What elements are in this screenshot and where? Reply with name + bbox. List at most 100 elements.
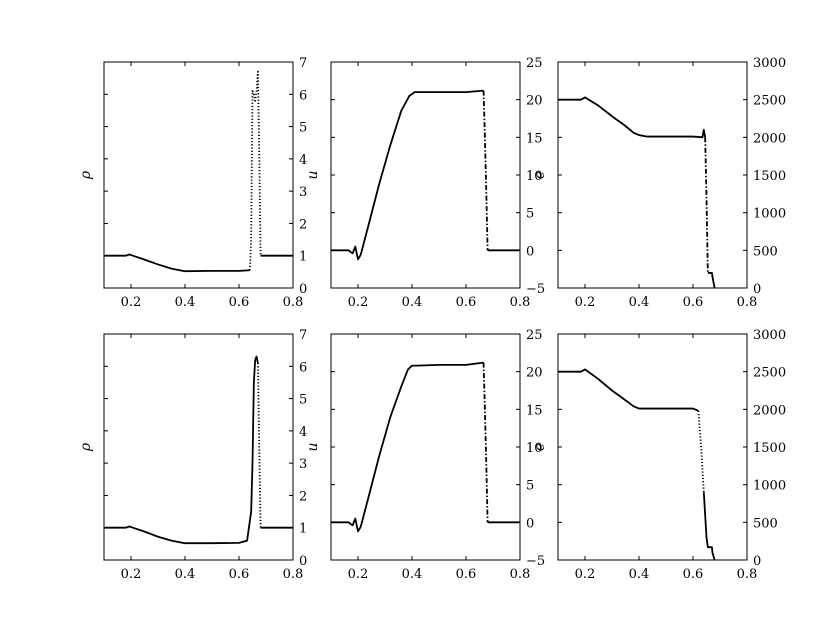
chart-panel-6: 0.2 0.4 0.6 0.80 500 1000 1500 2000 2500 3000 e	[532, 328, 786, 582]
y-axis-label: u	[305, 442, 321, 451]
y-tick-label: 0	[526, 244, 534, 259]
y-tick-label: 6	[299, 360, 307, 375]
x-tick-label: 0.6	[229, 567, 250, 582]
y-tick-label: 4	[299, 153, 307, 168]
series-line-3	[702, 492, 716, 560]
y-tick-label: 0	[753, 282, 761, 297]
y-tick-label: 10	[526, 169, 543, 184]
y-tick-label: 20	[526, 366, 543, 381]
x-tick-label: 0.4	[402, 295, 423, 310]
y-tick-label: 15	[526, 131, 543, 146]
y-tick-label: 7	[299, 328, 307, 343]
x-tick-label: 0.6	[683, 567, 704, 582]
plot-frame	[103, 61, 294, 289]
y-tick-label: 0	[753, 554, 761, 569]
y-tick-label: 6	[299, 88, 307, 103]
y-tick-label: 0	[526, 516, 534, 531]
y-tick-label: 5	[526, 479, 534, 494]
chart-panel-1: 0.2 0.4 0.6 0.80 1 2 3 4 5 6 7 ρ	[78, 56, 307, 310]
x-tick-label: 0.6	[456, 295, 477, 310]
x-tick-label: 0.8	[283, 295, 304, 310]
series-line-2	[704, 137, 709, 273]
y-axis-label: e	[532, 443, 548, 451]
y-tick-label: 5	[526, 207, 534, 222]
y-tick-label: 25	[526, 328, 543, 343]
y-tick-label: 1	[299, 522, 307, 537]
chart-panel-5: 0.2 0.4 0.6 0.8−5 0 5 10 15 20 25 u	[305, 328, 545, 582]
y-axis-label: ρ	[78, 170, 94, 180]
x-tick-label: 0.4	[175, 567, 196, 582]
chart-panel-4: 0.2 0.4 0.6 0.80 1 2 3 4 5 6 7 ρ	[78, 328, 307, 582]
series-line-1	[104, 253, 250, 273]
plot-frame	[557, 61, 748, 289]
series-line-2	[248, 70, 262, 271]
y-tick-label: 2500	[753, 366, 786, 381]
plot-frame	[557, 333, 748, 561]
y-tick-label: 3	[299, 457, 307, 472]
y-tick-label: 2	[299, 217, 307, 232]
x-tick-label: 0.8	[283, 567, 304, 582]
series-line-1	[331, 89, 484, 261]
y-axis-label: ρ	[78, 442, 94, 452]
y-tick-label: 1500	[753, 169, 786, 184]
x-tick-label: 0.8	[510, 567, 531, 582]
y-tick-label: 20	[526, 94, 543, 109]
x-tick-label: 0.4	[629, 295, 650, 310]
series-line-2	[482, 362, 489, 523]
y-tick-label: 2500	[753, 94, 786, 109]
y-tick-label: 25	[526, 56, 543, 71]
series-line-2	[257, 363, 262, 528]
chart-panel-3: 0.2 0.4 0.6 0.80 500 1000 1500 2000 2500 3000 e	[532, 56, 786, 310]
x-tick-label: 0.2	[121, 567, 142, 582]
y-tick-label: 2	[299, 489, 307, 504]
chart-panel-2: 0.2 0.4 0.6 0.8−5 0 5 10 15 20 25 u	[305, 56, 545, 310]
x-tick-label: 0.6	[456, 567, 477, 582]
series-line-2	[697, 410, 705, 493]
x-tick-label: 0.8	[737, 295, 758, 310]
y-tick-label: 2000	[753, 131, 786, 146]
x-tick-label: 0.4	[402, 567, 423, 582]
plot-frame	[103, 333, 294, 561]
x-tick-label: 0.8	[510, 295, 531, 310]
series-line-1	[558, 96, 707, 139]
series-line-1	[331, 361, 484, 533]
plot-frame	[330, 61, 521, 289]
y-tick-label: 3000	[753, 56, 786, 71]
series-line-2	[482, 90, 489, 251]
y-tick-label: 1000	[753, 207, 786, 222]
x-tick-label: 0.2	[575, 567, 596, 582]
x-tick-label: 0.2	[121, 295, 142, 310]
y-tick-label: 1000	[753, 479, 786, 494]
x-tick-label: 0.4	[175, 295, 196, 310]
x-tick-label: 0.6	[683, 295, 704, 310]
y-tick-label: 0	[299, 282, 307, 297]
x-tick-label: 0.8	[737, 567, 758, 582]
y-axis-label: e	[532, 171, 548, 179]
y-tick-label: 10	[526, 441, 543, 456]
y-tick-label: 500	[753, 516, 778, 531]
y-tick-label: 4	[299, 425, 307, 440]
y-axis-label: u	[305, 170, 321, 179]
y-tick-label: 7	[299, 56, 307, 71]
y-tick-label: −5	[526, 554, 545, 569]
y-tick-label: 5	[299, 393, 307, 408]
x-tick-label: 0.4	[629, 567, 650, 582]
x-tick-label: 0.6	[229, 295, 250, 310]
series-line-3	[707, 272, 716, 288]
x-tick-label: 0.2	[348, 567, 369, 582]
y-tick-label: 2000	[753, 403, 786, 418]
y-tick-label: 15	[526, 403, 543, 418]
y-tick-label: 3000	[753, 328, 786, 343]
x-tick-label: 0.2	[575, 295, 596, 310]
y-tick-label: 3	[299, 185, 307, 200]
y-tick-label: 1500	[753, 441, 786, 456]
y-tick-label: 500	[753, 244, 778, 259]
y-tick-label: 0	[299, 554, 307, 569]
x-tick-label: 0.2	[348, 295, 369, 310]
series-line-1	[104, 355, 259, 545]
y-tick-label: 5	[299, 121, 307, 136]
y-tick-label: −5	[526, 282, 545, 297]
y-tick-label: 1	[299, 250, 307, 265]
plot-frame	[330, 333, 521, 561]
